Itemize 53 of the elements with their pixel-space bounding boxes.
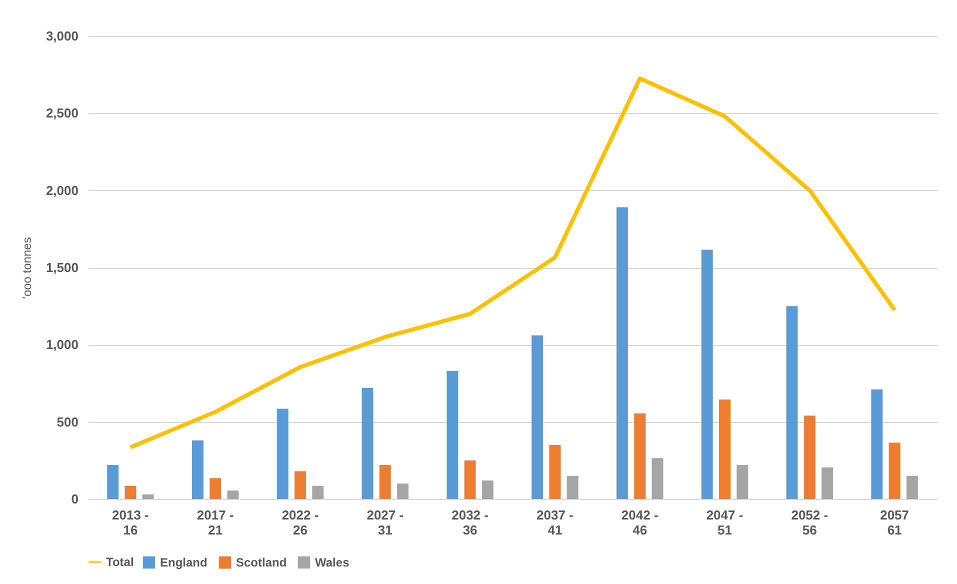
bar <box>652 458 664 499</box>
y-tick-label: 2,000 <box>46 182 78 198</box>
x-tick-label: 2057 61 <box>880 508 910 538</box>
x-tick-label: 2032 - 36 <box>452 508 488 538</box>
bar <box>871 389 883 499</box>
y-tick-label: 1,500 <box>46 260 78 275</box>
bar <box>276 408 288 499</box>
x-tick-label: 2022 - 26 <box>282 508 319 538</box>
bar <box>142 494 154 499</box>
y-tick-label: 500 <box>56 414 78 430</box>
bar <box>701 250 713 499</box>
x-tick-label: 2037 - 41 <box>536 508 574 538</box>
bar <box>549 444 561 499</box>
y-axis-title: 'ooo tonnes <box>20 237 34 299</box>
y-tick-label: 3,000 <box>46 28 78 44</box>
bar <box>736 465 748 499</box>
bar <box>719 399 730 499</box>
bar <box>804 416 816 499</box>
x-tick-label: 2027 - 31 <box>366 508 404 538</box>
x-tick-label: 2052 - 56 <box>791 508 828 538</box>
bar <box>446 370 458 499</box>
bar <box>634 413 646 499</box>
x-tick-label: 2047 - 51 <box>706 508 744 538</box>
legend-label: Scotland <box>236 555 287 570</box>
legend-label: Total <box>106 555 134 569</box>
bar <box>566 476 578 499</box>
line-series <box>128 76 897 450</box>
bar <box>107 465 119 499</box>
bar <box>532 335 544 499</box>
bar <box>312 486 324 499</box>
bar <box>482 480 494 499</box>
bar <box>362 388 374 499</box>
x-tick-label: 2017 - 21 <box>196 508 234 538</box>
y-tick-label: 2,500 <box>46 106 78 121</box>
bar <box>616 207 628 499</box>
y-tick-label: 0 <box>71 492 78 506</box>
x-tick-label: 2042 - 46 <box>621 508 658 538</box>
bar <box>786 306 798 499</box>
bar <box>397 484 409 499</box>
bar <box>822 467 834 499</box>
bar <box>464 460 476 499</box>
x-tick-label: 2013 - 16 <box>112 508 149 538</box>
bar <box>888 442 900 499</box>
legend-label: England <box>160 555 208 570</box>
bar <box>210 478 222 499</box>
bar <box>294 471 306 499</box>
bar <box>227 490 239 499</box>
legend-label: Wales <box>315 555 350 570</box>
y-tick-label: 1,000 <box>46 337 78 352</box>
bar <box>192 440 204 499</box>
bar <box>906 476 918 499</box>
bar <box>379 465 391 499</box>
bar <box>124 486 136 499</box>
